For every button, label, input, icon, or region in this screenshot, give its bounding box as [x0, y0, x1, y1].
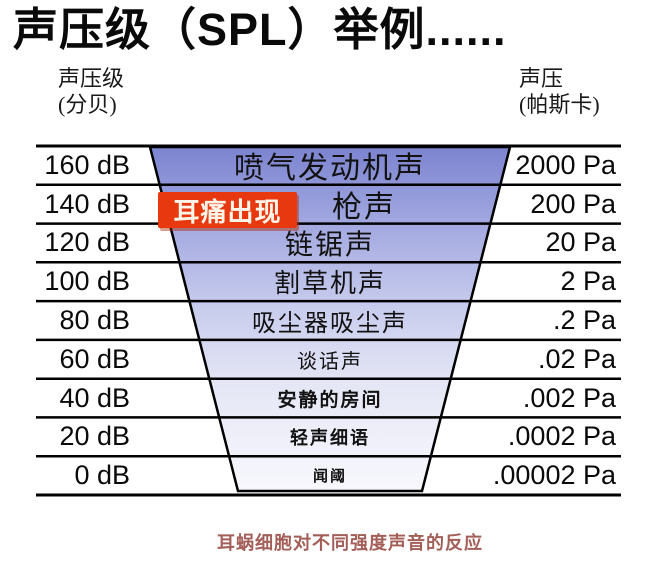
left-axis-header-line2: (分贝) — [58, 92, 117, 117]
table-row: 20 dB 轻声细语 .0002 Pa — [0, 417, 655, 456]
pressure-value: 2000 Pa — [515, 149, 616, 180]
spl-value: 60 dB — [59, 343, 130, 374]
right-axis-header: 声压 (帕斯卡) — [519, 66, 600, 118]
sound-source-label: 链锯声 — [284, 229, 375, 261]
table-row: 120 dB 链锯声 20 Pa — [0, 224, 655, 263]
spl-value: 140 dB — [44, 188, 130, 219]
spl-value: 80 dB — [59, 304, 130, 335]
pressure-value: .002 Pa — [522, 382, 616, 413]
page-title: 声压级（SPL）举例...... — [13, 4, 507, 55]
table-row: 100 dB 割草机声 2 Pa — [0, 262, 655, 301]
pressure-value: .02 Pa — [537, 343, 616, 374]
sound-source-label: 吸尘器吸尘声 — [252, 310, 408, 337]
sound-source-label: 轻声细语 — [290, 427, 370, 448]
bottom-caption: 耳蜗细胞对不同强度声音的反应 — [217, 533, 483, 553]
pressure-value: 20 Pa — [545, 227, 616, 258]
sound-source-label: 喷气发动机声 — [234, 152, 426, 186]
right-axis-header-line1: 声压 — [519, 66, 564, 91]
spl-value: 40 dB — [59, 382, 130, 413]
sound-source-label: 枪声 — [332, 191, 396, 225]
spl-value: 160 dB — [44, 149, 130, 180]
ear-pain-badge: 耳痛出现 — [158, 192, 297, 228]
pressure-value: 200 Pa — [530, 188, 616, 219]
table-row: 0 dB 闻阈 .00002 Pa — [0, 456, 655, 495]
table-row: 140 dB 枪声 200 Pa — [0, 185, 655, 225]
table-row: 80 dB 吸尘器吸尘声 .2 Pa — [0, 301, 655, 340]
sound-source-label: 安静的房间 — [277, 389, 383, 411]
left-axis-header-line1: 声压级 — [58, 66, 125, 91]
row-divider-lines — [36, 144, 621, 497]
spl-value: 0 dB — [74, 460, 130, 491]
spl-value: 20 dB — [59, 421, 130, 452]
table-row: 60 dB 谈话声 .02 Pa — [0, 340, 655, 379]
spl-value: 120 dB — [44, 227, 130, 258]
spl-value: 100 dB — [44, 266, 130, 297]
sound-source-label: 闻阈 — [312, 469, 347, 486]
left-axis-header: 声压级 (分贝) — [58, 66, 124, 118]
pressure-value: .2 Pa — [552, 304, 616, 335]
pressure-value: .0002 Pa — [507, 421, 616, 452]
table-row: 40 dB 安静的房间 .002 Pa — [0, 379, 655, 418]
pressure-value: 2 Pa — [560, 266, 616, 297]
pressure-value: .00002 Pa — [492, 460, 616, 491]
right-axis-header-line2: (帕斯卡) — [519, 92, 600, 117]
table-row: 160 dB 喷气发动机声 2000 Pa — [0, 146, 655, 186]
sound-source-label: 割草机声 — [273, 269, 386, 299]
sound-source-label: 谈话声 — [297, 350, 363, 373]
